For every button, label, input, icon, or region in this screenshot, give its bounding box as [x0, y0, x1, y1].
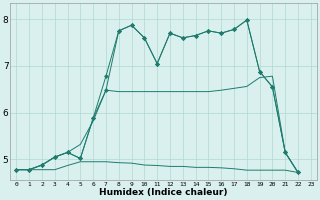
X-axis label: Humidex (Indice chaleur): Humidex (Indice chaleur) [99, 188, 228, 197]
